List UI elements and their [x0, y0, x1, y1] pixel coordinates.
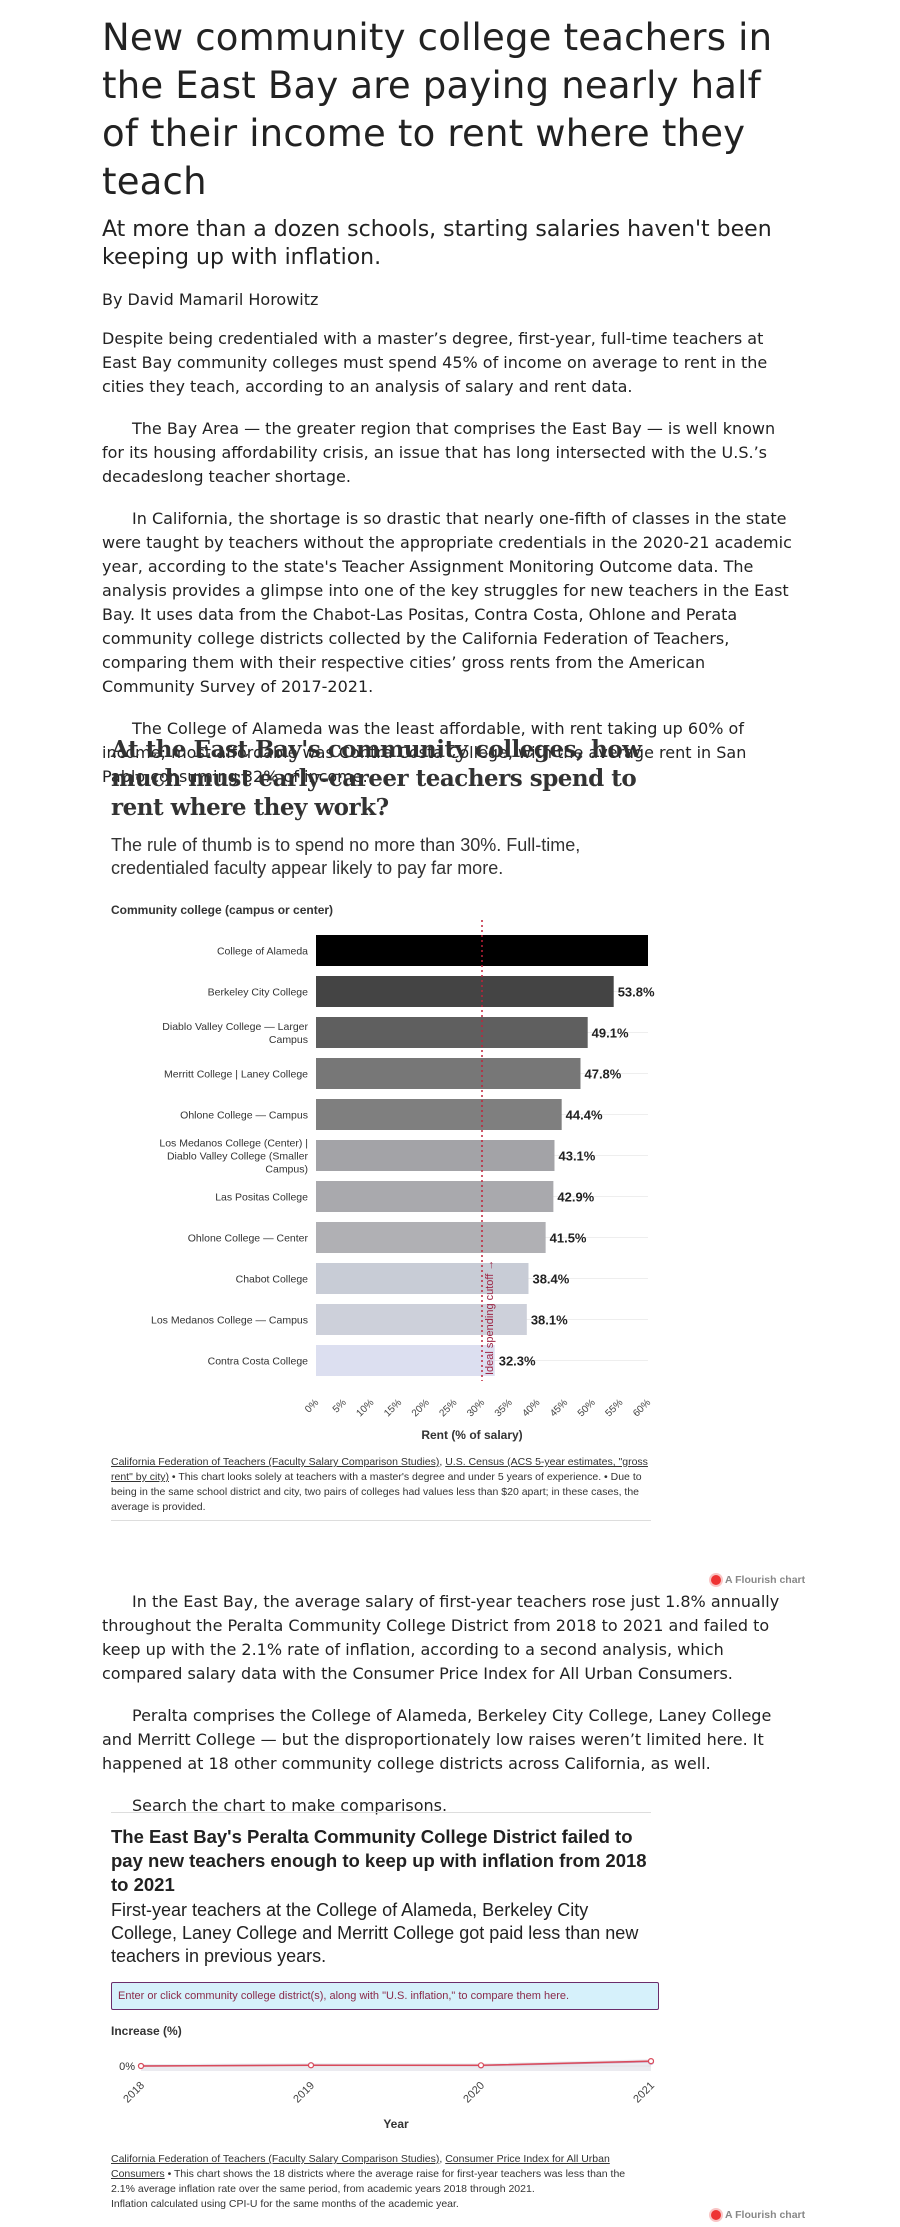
flourish-logo-icon	[711, 2210, 721, 2220]
value-label: 43.1%	[558, 1149, 595, 1164]
inflation-chart: The East Bay's Peralta Community College…	[111, 1812, 659, 2212]
category-label: Las Positas College	[215, 1192, 308, 1204]
rent-chart: At the East Bay's community colleges, ho…	[111, 735, 655, 1565]
y-tick-label: 0%	[119, 2061, 135, 2073]
category-label: Ohlone College — Campus	[180, 1110, 308, 1122]
x-tick-label: 5%	[331, 1397, 349, 1415]
rent-chart-y-axis-title: Community college (campus or center)	[111, 903, 334, 917]
x-axis-title: Rent (% of salary)	[421, 1428, 522, 1442]
source-link-cft[interactable]: California Federation of Teachers (Facul…	[111, 2153, 440, 2165]
category-label: Diablo Valley College — Larger Campus	[162, 1021, 308, 1046]
lede-paragraph: Despite being credentialed with a master…	[102, 329, 768, 396]
value-label: 53.8%	[618, 985, 655, 1000]
value-label: 38.4%	[532, 1272, 569, 1287]
x-tick-label: 10%	[355, 1397, 377, 1419]
paragraph-1: The Bay Area — the greater region that c…	[102, 419, 776, 486]
source-note-2: Inflation calculated using CPI-U for the…	[111, 2198, 459, 2210]
category-label: Berkeley City College	[208, 987, 309, 999]
paragraph-2: In California, the shortage is so drasti…	[102, 509, 792, 696]
district-search-input[interactable]: Enter or click community college distric…	[111, 1982, 659, 2010]
inflation-chart-title: The East Bay's Peralta Community College…	[111, 1826, 647, 1895]
rent-chart-title: At the East Bay's community colleges, ho…	[111, 736, 642, 821]
rent-bar-chart: College of Alameda Berkeley City College 5…	[151, 920, 655, 1442]
data-point	[477, 2062, 485, 2069]
x-axis-title: Year	[383, 2117, 409, 2131]
x-tick-label: 35%	[493, 1397, 515, 1419]
flourish-logo-icon	[711, 1575, 721, 1585]
deck: At more than a dozen schools, starting s…	[102, 217, 772, 270]
article-top: New community college teachers in the Ea…	[102, 14, 792, 789]
flourish-label: A Flourish chart	[725, 1574, 806, 1586]
value-label: 38.1%	[531, 1313, 568, 1328]
rent-chart-source: California Federation of Teachers (Facul…	[111, 1455, 651, 1515]
series-line	[140, 2060, 652, 2067]
bar	[316, 1017, 588, 1048]
value-label: 42.9%	[557, 1190, 594, 1205]
x-tick-label: 60%	[631, 1397, 653, 1419]
bar	[316, 1304, 527, 1335]
value-label: 32.3%	[499, 1354, 536, 1369]
value-label: 41.5%	[550, 1231, 587, 1246]
x-tick-label: 30%	[465, 1397, 487, 1419]
source-separator: ,	[439, 1456, 446, 1468]
x-tick-label: 45%	[548, 1397, 570, 1419]
source-link-cft[interactable]: California Federation of Teachers (Facul…	[111, 1456, 440, 1468]
headline: New community college teachers in the Ea…	[102, 16, 773, 203]
data-point	[647, 2058, 655, 2065]
inflation-chart-subtitle: First-year teachers at the College of Al…	[111, 1900, 639, 1966]
paragraph-5: Peralta comprises the College of Alameda…	[102, 1706, 772, 1773]
inflation-chart-source: California Federation of Teachers (Facul…	[111, 2152, 651, 2212]
inflation-chart-y-axis-title: Increase (%)	[111, 2024, 182, 2038]
value-label: 47.8%	[584, 1067, 621, 1082]
category-label: Los Medanos College — Campus	[151, 1315, 308, 1327]
bar	[316, 1345, 495, 1376]
x-tick-label: 20%	[410, 1397, 432, 1419]
source-separator: ,	[439, 2153, 446, 2165]
byline: By David Mamaril Horowitz	[102, 290, 319, 309]
inflation-line-chart: 0% 2018 2019 2020 2021 Year	[119, 2058, 657, 2131]
paragraph-6: Search the chart to make comparisons.	[132, 1796, 448, 1815]
x-tick-label: 2018	[121, 2080, 147, 2106]
category-label: Ohlone College — Center	[188, 1233, 309, 1245]
bar	[316, 1222, 546, 1253]
bar	[316, 1058, 581, 1089]
x-tick-label: 55%	[604, 1397, 626, 1419]
x-tick-label: 2020	[461, 2080, 487, 2106]
category-label: College of Alameda	[217, 946, 308, 958]
cutoff-label: Ideal spending cutoff →	[484, 1260, 496, 1375]
divider	[111, 1812, 651, 1813]
x-tick-label: 2019	[291, 2080, 317, 2106]
bar	[316, 1140, 555, 1171]
source-link-cpi[interactable]: Consumer Price Index for All Urban Consu…	[111, 2153, 610, 2180]
source-note: • This chart looks solely at teachers wi…	[111, 1471, 642, 1513]
x-tick-label: 50%	[576, 1397, 598, 1419]
article-bottom: In the East Bay, the average salary of f…	[102, 1562, 792, 1818]
paragraph-4: In the East Bay, the average salary of f…	[102, 1592, 780, 1683]
value-label: 49.1%	[592, 1026, 629, 1041]
bar	[316, 976, 614, 1007]
source-link-census[interactable]: U.S. Census (ACS 5-year estimates, "gros…	[111, 1456, 648, 1483]
flourish-attribution-2[interactable]: A Flourish chart	[711, 2209, 805, 2221]
paragraph-3: The College of Alameda was the least aff…	[102, 719, 747, 786]
category-label: Los Medanos College (Center) | Diablo Val…	[159, 1138, 308, 1176]
flourish-label: A Flourish chart	[725, 2209, 806, 2221]
rent-chart-subtitle: The rule of thumb is to spend no more th…	[111, 835, 581, 878]
source-note: • This chart shows the 18 districts wher…	[111, 2168, 626, 2195]
x-tick-label: 15%	[382, 1397, 404, 1419]
x-tick-label: 2021	[631, 2080, 657, 2106]
value-label: 44.4%	[566, 1108, 603, 1123]
flourish-attribution-1[interactable]: A Flourish chart	[711, 1574, 805, 1586]
category-label: Contra Costa College	[208, 1356, 309, 1368]
data-point	[137, 2062, 145, 2070]
x-tick-label: 25%	[438, 1397, 460, 1419]
bar	[316, 1263, 529, 1294]
x-tick-label: 40%	[521, 1397, 543, 1419]
category-label: Merritt College | Laney College	[164, 1069, 308, 1081]
data-point	[307, 2062, 315, 2069]
bar	[316, 1181, 554, 1212]
divider	[111, 1520, 651, 1521]
category-label: Chabot College	[236, 1274, 309, 1286]
bar	[316, 1099, 562, 1130]
x-tick-label: 0%	[303, 1397, 321, 1415]
